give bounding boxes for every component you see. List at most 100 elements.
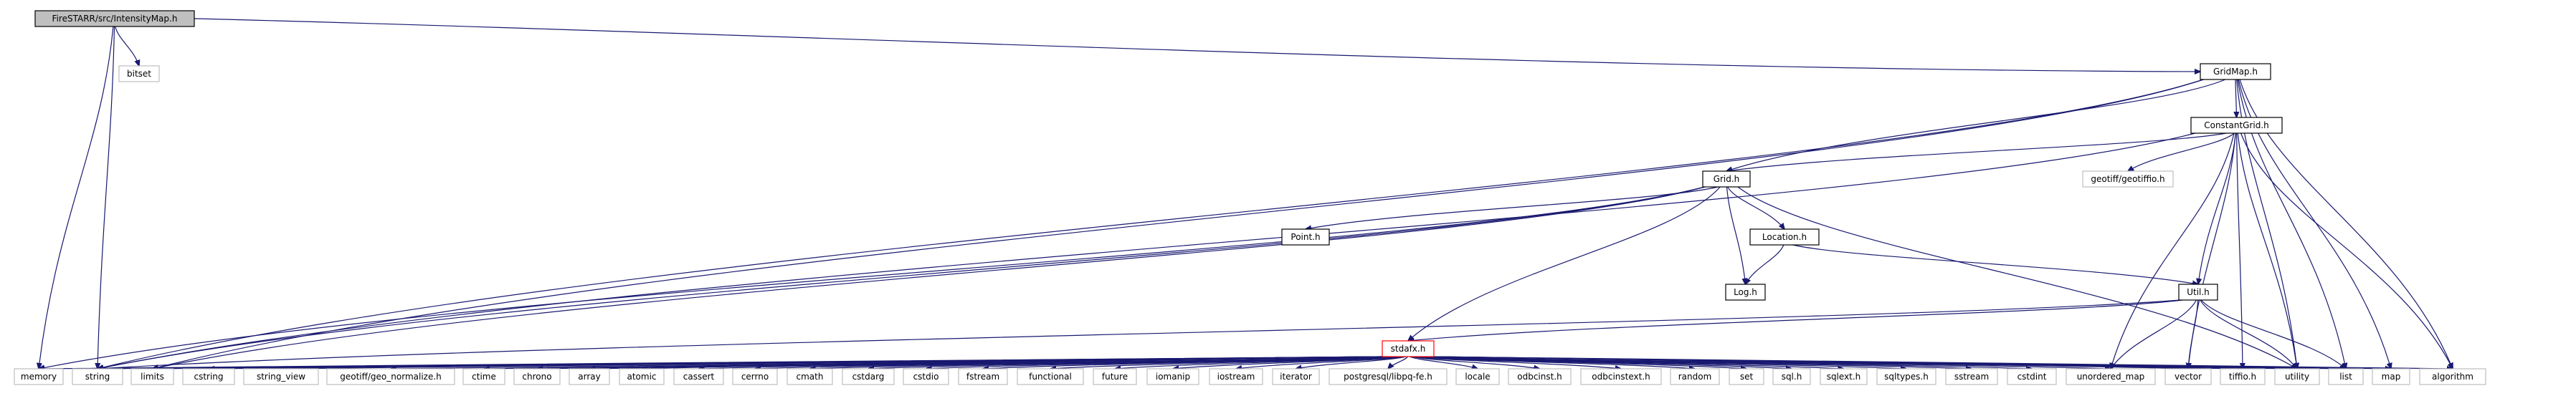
node-set: set xyxy=(1729,368,1764,385)
edge-constantgrid-to-utility xyxy=(2237,132,2297,369)
node-label: cstdarg xyxy=(852,372,885,382)
edge-stdafx-to-locale xyxy=(1409,356,1478,369)
node-box xyxy=(1876,368,1936,385)
node-memory: memory xyxy=(14,368,64,385)
node-label: tiffio.h xyxy=(2229,372,2256,382)
node-cstdio: cstdio xyxy=(903,368,949,385)
node-box xyxy=(958,368,1008,385)
node-label: map xyxy=(2382,372,2401,382)
node-label: string xyxy=(85,372,110,382)
node-sql: sql.h xyxy=(1772,368,1811,385)
node-label: sqlext.h xyxy=(1827,372,1861,382)
node-odbcinst: odbcinst.h xyxy=(1508,368,1572,385)
node-label: cerrno xyxy=(741,372,769,382)
node-box xyxy=(1772,368,1811,385)
node-box xyxy=(118,65,160,82)
node-box xyxy=(1382,340,1435,357)
node-array: array xyxy=(569,368,610,385)
node-atomic: atomic xyxy=(619,368,665,385)
node-label: iterator xyxy=(1280,372,1312,382)
node-grid[interactable]: Grid.h xyxy=(1702,170,1751,188)
node-box xyxy=(130,368,174,385)
edge-stdafx-to-iterator xyxy=(1296,356,1407,369)
node-stdafx[interactable]: stdafx.h xyxy=(1382,340,1435,357)
node-unordered-map: unordered_map xyxy=(2066,368,2156,385)
edge-util-to-unordered_map xyxy=(2111,299,2197,369)
node-label: memory xyxy=(21,372,57,382)
node-log[interactable]: Log.h xyxy=(1725,284,1766,301)
node-box xyxy=(1945,368,1998,385)
node-box xyxy=(842,368,895,385)
node-label: algorithm xyxy=(2432,372,2473,382)
node-chrono: chrono xyxy=(513,368,561,385)
node-tiffio: tiffio.h xyxy=(2220,368,2266,385)
node-box xyxy=(619,368,665,385)
node-label: stdafx.h xyxy=(1391,344,1426,354)
edge-constantgrid-to-util xyxy=(2198,132,2237,284)
node-label: cstdint xyxy=(2017,372,2047,382)
node-label: utility xyxy=(2285,372,2309,382)
node-label: sstream xyxy=(1954,372,1989,382)
edge-location-to-log xyxy=(1746,244,1784,284)
edge-stdafx-to-odbcinst xyxy=(1410,356,1540,369)
edge-constantgrid-to-unordered_map xyxy=(2111,132,2235,369)
node-location[interactable]: Location.h xyxy=(1749,228,1820,246)
node-cassert: cassert xyxy=(673,368,724,385)
edge-grid-to-memory xyxy=(39,186,1706,369)
node-label: Point.h xyxy=(1291,232,1320,242)
node-label: geotiff/geotiffio.h xyxy=(2091,174,2164,184)
node-box xyxy=(1093,368,1137,385)
edge-root-to-memory xyxy=(39,26,114,369)
node-vector: vector xyxy=(2164,368,2212,385)
node-string-view: string_view xyxy=(243,368,319,385)
node-label: odbcinst.h xyxy=(1517,372,1562,382)
node-box xyxy=(2164,368,2212,385)
edge-constantgrid-to-tiffio xyxy=(2236,132,2243,369)
node-string: string xyxy=(72,368,123,385)
edge-grid-to-point xyxy=(1306,186,1719,229)
node-box xyxy=(1729,368,1764,385)
node-box xyxy=(72,368,123,385)
node-label: atomic xyxy=(627,372,656,382)
node-box xyxy=(1749,228,1820,246)
node-box xyxy=(786,368,833,385)
node-gridmap[interactable]: GridMap.h xyxy=(2200,63,2271,80)
edge-constantgrid-to-algorithm xyxy=(2240,132,2453,369)
node-constantgrid[interactable]: ConstantGrid.h xyxy=(2190,117,2283,134)
edge-grid-to-utility xyxy=(1737,186,2297,369)
node-root: FireSTARR/src/IntensityMap.h xyxy=(34,10,195,27)
node-label: iostream xyxy=(1217,372,1255,382)
node-label: set xyxy=(1740,372,1754,382)
node-label: Log.h xyxy=(1734,287,1757,297)
node-label: sql.h xyxy=(1782,372,1802,382)
node-util[interactable]: Util.h xyxy=(2178,284,2218,301)
edge-stdafx-to-libpq xyxy=(1388,356,1408,369)
node-box xyxy=(1209,368,1263,385)
edge-gridmap-to-grid xyxy=(1726,79,2226,171)
node-box xyxy=(34,10,195,27)
edge-gridmap-to-constantgrid xyxy=(2235,79,2236,117)
node-label: array xyxy=(578,372,600,382)
node-box xyxy=(182,368,235,385)
edge-util-to-vector xyxy=(2188,299,2199,369)
node-box xyxy=(1820,368,1868,385)
node-box xyxy=(2220,368,2266,385)
node-box xyxy=(1281,228,1330,246)
node-label: fstream xyxy=(966,372,999,382)
node-box xyxy=(2200,63,2271,80)
node-label: locale xyxy=(1465,372,1490,382)
node-point[interactable]: Point.h xyxy=(1281,228,1330,246)
node-sqltypes: sqltypes.h xyxy=(1876,368,1936,385)
node-future: future xyxy=(1093,368,1137,385)
node-label: cmath xyxy=(797,372,824,382)
node-box xyxy=(673,368,724,385)
node-sqlext: sqlext.h xyxy=(1820,368,1868,385)
node-box xyxy=(2066,368,2156,385)
node-label: vector xyxy=(2175,372,2202,382)
node-odbcinstext: odbcinstext.h xyxy=(1580,368,1662,385)
node-box xyxy=(14,368,64,385)
node-fstream: fstream xyxy=(958,368,1008,385)
node-iostream: iostream xyxy=(1209,368,1263,385)
node-box xyxy=(462,368,505,385)
edge-gridmap-to-limits xyxy=(153,79,2204,369)
